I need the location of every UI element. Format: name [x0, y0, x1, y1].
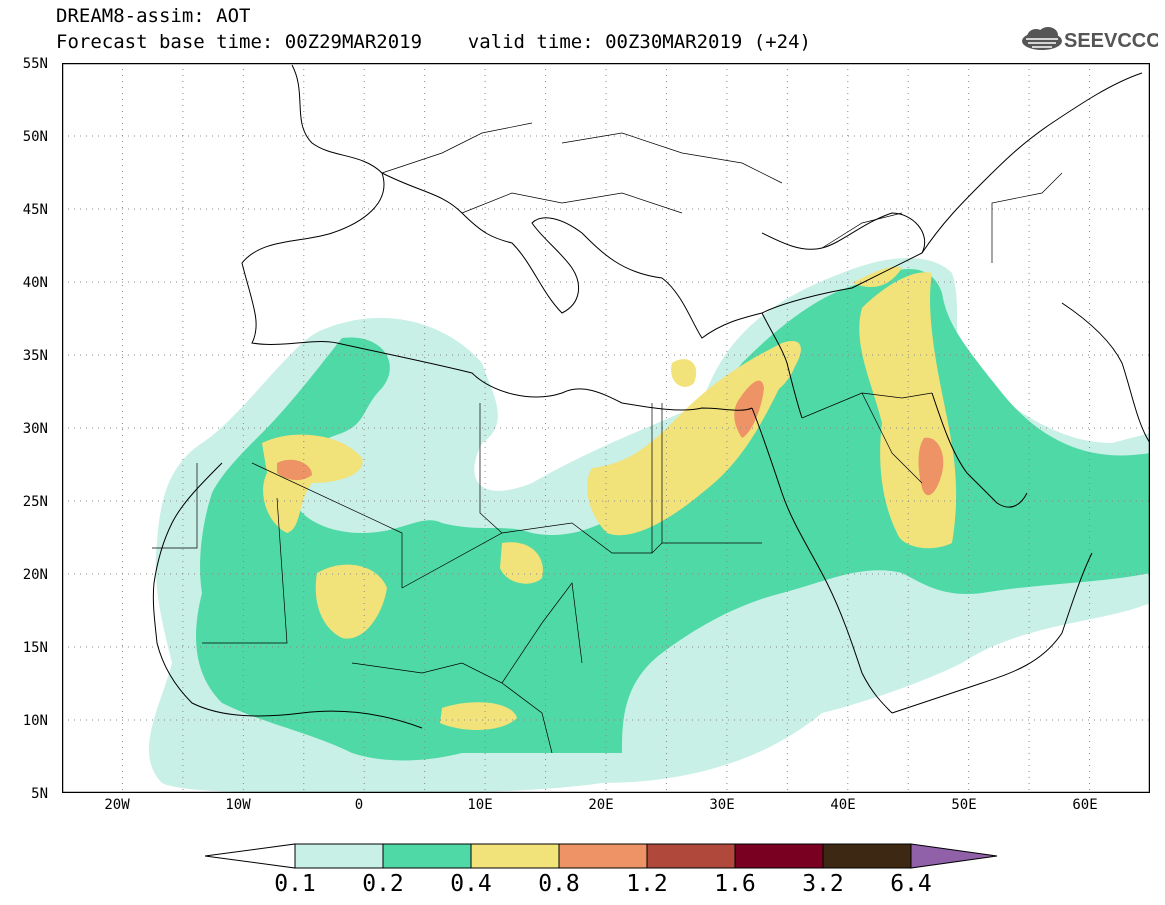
lat-label: 50N: [22, 129, 48, 145]
lat-label: 25N: [22, 494, 48, 510]
map-frame: [62, 63, 1150, 793]
colorbar-segment: [382, 843, 472, 869]
lon-label: 60E: [1072, 797, 1098, 813]
colorbar-label: 6.4: [890, 871, 932, 897]
logo-text: SEEVCCC: [1064, 30, 1158, 52]
colorbar-label: 1.2: [626, 871, 668, 897]
colorbar-segment: [558, 843, 648, 869]
colorbar-label: 0.1: [274, 871, 316, 897]
colorbar-segment: [470, 843, 560, 869]
lon-label: 10E: [467, 797, 493, 813]
aot-map: [62, 63, 1150, 793]
colorbar-segment: [734, 843, 824, 869]
lon-label: 10W: [225, 797, 251, 813]
cloud-icon: [1022, 27, 1062, 50]
lon-label: 40E: [830, 797, 856, 813]
lat-label: 15N: [22, 640, 48, 656]
lat-label: 55N: [22, 56, 48, 72]
lat-label: 45N: [22, 202, 48, 218]
coastlines: [152, 64, 1150, 729]
lat-label: 10N: [22, 713, 48, 729]
country-borders: [152, 122, 1063, 754]
colorbar-segment: [294, 843, 384, 869]
lat-label: 20N: [22, 567, 48, 583]
lon-label: 20W: [104, 797, 130, 813]
colorbar-segment: [822, 843, 912, 869]
map-subtitle: Forecast base time: 00Z29MAR2019 valid t…: [56, 31, 811, 53]
colorbar-upper-arrow: [910, 843, 998, 869]
colorbar-segment: [646, 843, 736, 869]
lat-label: 35N: [22, 348, 48, 364]
lat-label: 40N: [22, 275, 48, 291]
colorbar-label: 0.8: [538, 871, 580, 897]
lon-label: 0: [354, 797, 364, 813]
lon-label: 30E: [709, 797, 735, 813]
colorbar: [205, 843, 998, 869]
lat-label: 5N: [31, 786, 48, 802]
lon-label: 50E: [951, 797, 977, 813]
colorbar-label: 3.2: [802, 871, 844, 897]
lon-label: 20E: [588, 797, 614, 813]
colorbar-label: 0.2: [362, 871, 404, 897]
map-title: DREAM8-assim: AOT: [56, 5, 251, 27]
colorbar-label: 1.6: [714, 871, 756, 897]
seevccc-logo: SEEVCCC: [1022, 27, 1158, 52]
colorbar-label: 0.4: [450, 871, 492, 897]
lat-label: 30N: [22, 421, 48, 437]
colorbar-lower-arrow: [205, 843, 296, 869]
graticule: [62, 63, 1150, 793]
